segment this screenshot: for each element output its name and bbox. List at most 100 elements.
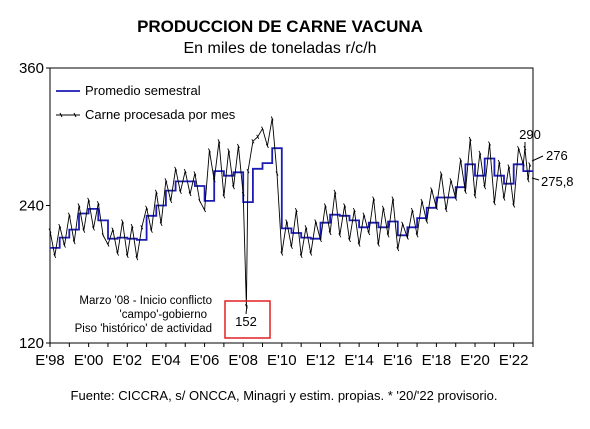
monthly-point-34 <box>212 178 216 183</box>
monthly-point-45 <box>261 126 264 131</box>
monthly-point-4 <box>67 212 71 217</box>
monthly-point-8 <box>87 197 91 203</box>
monthly-point-43 <box>251 139 255 144</box>
x-tick-label-7: E'12 <box>306 352 336 369</box>
monthly-point-64 <box>352 207 356 213</box>
legend-marker-monthly <box>59 112 63 118</box>
source-note: Fuente: CICCRA, s/ ONCCA, Minagri y esti… <box>71 388 498 403</box>
low-point-highlight-box <box>224 300 271 339</box>
monthly-point-38 <box>232 184 235 190</box>
monthly-point-75 <box>405 235 409 240</box>
monthly-point-33 <box>207 148 211 153</box>
last-value-callout-line <box>531 177 540 181</box>
monthly-point-79 <box>425 219 429 224</box>
monthly-point-91 <box>483 184 487 190</box>
monthly-point-98 <box>517 145 520 151</box>
monthly-point-48 <box>275 171 279 176</box>
last-max-label: 290 <box>519 127 541 142</box>
monthly-point-49 <box>280 251 284 256</box>
monthly-point-74 <box>401 221 405 227</box>
monthly-point-11 <box>101 233 105 238</box>
monthly-point-86 <box>459 157 463 162</box>
monthly-point-16 <box>125 253 129 259</box>
x-tick-label-2: E'02 <box>112 352 142 369</box>
x-tick-label-0: E'98 <box>35 352 65 369</box>
monthly-point-71 <box>386 233 390 238</box>
monthly-point-72 <box>391 196 395 201</box>
monthly-point-87 <box>463 189 467 195</box>
monthly-point-73 <box>396 246 400 252</box>
monthly-point-6 <box>77 203 81 208</box>
monthly-point-58 <box>323 203 327 208</box>
x-tick-label-11: E'20 <box>460 352 490 369</box>
monthly-point-52 <box>294 207 298 213</box>
monthly-point-69 <box>376 242 380 247</box>
note-line-3: Piso 'histórico' de actividad <box>75 323 212 335</box>
y-tick-label-1: 240 <box>19 198 44 215</box>
monthly-point-2 <box>58 223 62 229</box>
monthly-point-37 <box>227 148 231 153</box>
legend-label-monthly: Carne procesada por mes <box>85 107 236 122</box>
monthly-point-84 <box>449 178 453 183</box>
monthly-point-93 <box>492 200 496 206</box>
legend: Promedio semestral Carne procesada por m… <box>56 83 236 122</box>
monthly-point-61 <box>338 233 342 238</box>
monthly-point-12 <box>106 242 110 247</box>
monthly-point-68 <box>372 196 376 201</box>
monthly-point-22 <box>154 189 158 195</box>
monthly-point-32 <box>203 207 207 213</box>
monthly-point-80 <box>430 187 434 192</box>
monthly-point-97 <box>512 203 516 208</box>
series-line-monthly <box>49 118 531 307</box>
monthly-point-10 <box>96 200 100 206</box>
monthly-point-57 <box>319 237 322 243</box>
last-semestral-label: 276 <box>546 148 568 163</box>
monthly-point-39 <box>236 143 240 149</box>
series-points-monthly <box>48 116 532 309</box>
note-line-2: 'campo'-gobierno <box>120 309 208 321</box>
monthly-point-28 <box>183 168 187 174</box>
monthly-point-51 <box>290 244 293 250</box>
monthly-point-46 <box>265 143 269 149</box>
monthly-point-67 <box>367 230 371 236</box>
monthly-point-40 <box>241 191 245 197</box>
legend-label-semestral: Promedio semestral <box>85 83 201 98</box>
x-tick-label-4: E'06 <box>190 352 220 369</box>
monthly-point-82 <box>439 171 443 176</box>
y-axis: 120 240 360 <box>19 60 50 352</box>
monthly-point-20 <box>145 205 149 211</box>
monthly-point-81 <box>434 205 438 211</box>
low-point-label: 152 <box>235 314 257 329</box>
y-tick-label-0: 120 <box>19 335 44 352</box>
monthly-point-21 <box>149 228 153 233</box>
x-tick-label-9: E'16 <box>383 352 413 369</box>
monthly-point-92 <box>488 141 491 146</box>
monthly-point-25 <box>169 198 173 204</box>
semestral-callout-line <box>531 155 544 162</box>
note-line-1: Marzo '08 - Inicio conflicto <box>79 295 212 307</box>
monthly-point-96 <box>507 164 511 169</box>
monthly-point-85 <box>454 196 458 201</box>
x-axis: E'98 E'00 E'02 E'04 E'06 E'08 E'10 E'12 E'14 E'16… <box>35 343 534 369</box>
series-line-semestral <box>50 147 533 249</box>
monthly-point-27 <box>178 189 182 195</box>
monthly-point-94 <box>497 159 501 165</box>
monthly-point-70 <box>381 205 385 211</box>
monthly-point-13 <box>111 227 115 232</box>
x-tick-label-6: E'10 <box>267 352 297 369</box>
monthly-point-95 <box>502 196 506 201</box>
monthly-point-83 <box>444 207 448 213</box>
monthly-point-89 <box>473 194 477 199</box>
low-point-callout-line <box>245 304 248 315</box>
monthly-point-65 <box>357 242 361 247</box>
monthly-point-53 <box>299 253 303 259</box>
monthly-point-50 <box>285 219 289 224</box>
monthly-point-5 <box>72 239 76 245</box>
monthly-point-102 <box>528 162 532 167</box>
monthly-point-47 <box>270 116 274 121</box>
monthly-point-54 <box>304 225 308 230</box>
monthly-point-26 <box>174 166 178 172</box>
monthly-point-60 <box>333 189 337 195</box>
monthly-point-90 <box>478 150 482 156</box>
